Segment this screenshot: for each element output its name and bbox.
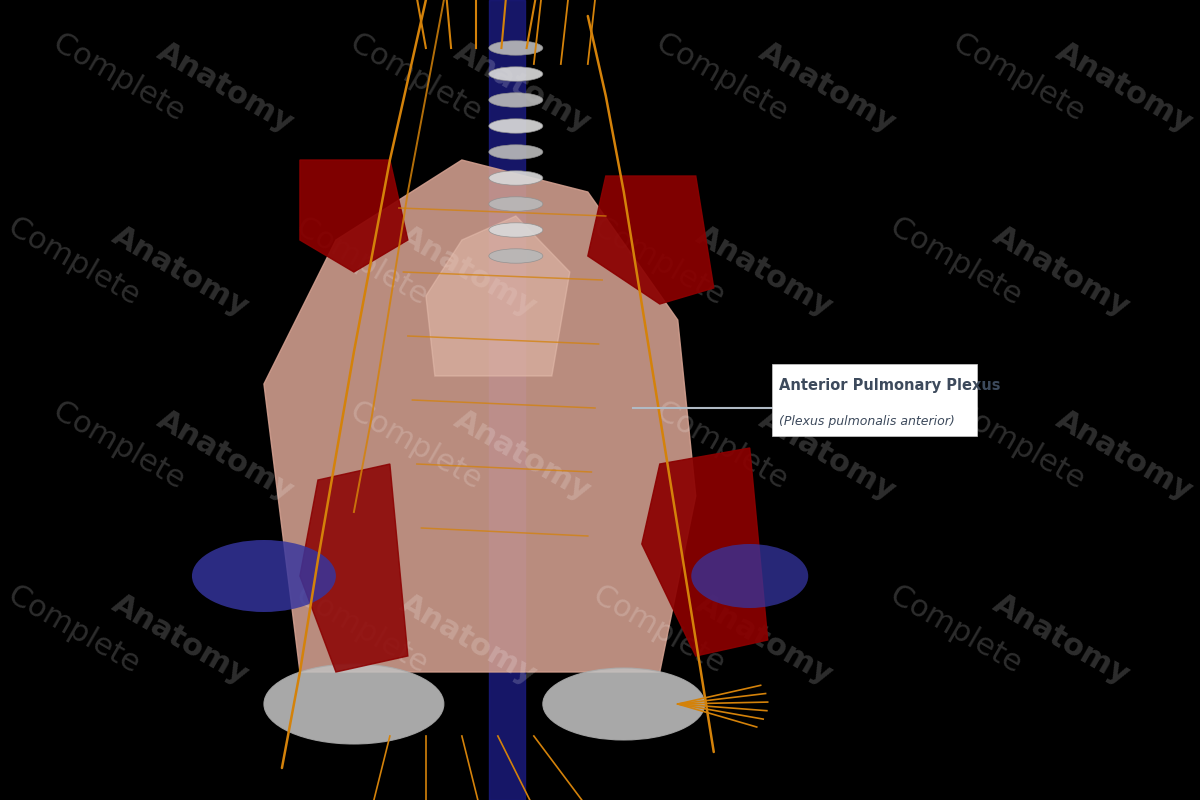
Polygon shape [642, 448, 768, 656]
Polygon shape [588, 176, 714, 304]
Text: Complete: Complete [4, 580, 154, 684]
Text: Anatomy: Anatomy [449, 38, 595, 138]
Polygon shape [426, 216, 570, 376]
Ellipse shape [542, 668, 704, 740]
Text: Anatomy: Anatomy [151, 38, 299, 138]
Text: Complete: Complete [588, 212, 738, 316]
Ellipse shape [488, 41, 542, 55]
Text: Anatomy: Anatomy [755, 406, 901, 506]
FancyBboxPatch shape [773, 364, 977, 436]
Ellipse shape [264, 664, 444, 744]
Ellipse shape [488, 223, 542, 238]
Ellipse shape [488, 66, 542, 82]
Text: Complete: Complete [650, 396, 800, 500]
Text: Anatomy: Anatomy [107, 590, 253, 690]
Text: Anatomy: Anatomy [1051, 38, 1198, 138]
Text: Anatomy: Anatomy [988, 222, 1135, 322]
Text: Anatomy: Anatomy [151, 406, 299, 506]
Text: Anatomy: Anatomy [1051, 406, 1198, 506]
Text: Complete: Complete [948, 396, 1098, 500]
Text: Anatomy: Anatomy [107, 222, 253, 322]
Text: Complete: Complete [884, 212, 1034, 316]
Text: Complete: Complete [4, 212, 154, 316]
Ellipse shape [488, 249, 542, 263]
Text: Anatomy: Anatomy [691, 222, 838, 322]
Text: Complete: Complete [344, 28, 496, 132]
Polygon shape [488, 0, 524, 800]
Ellipse shape [691, 544, 809, 608]
Text: Anatomy: Anatomy [449, 406, 595, 506]
Text: Complete: Complete [650, 28, 800, 132]
Ellipse shape [488, 170, 542, 186]
Text: Complete: Complete [884, 580, 1034, 684]
Ellipse shape [488, 145, 542, 159]
Text: Complete: Complete [948, 28, 1098, 132]
Text: Anatomy: Anatomy [755, 38, 901, 138]
Text: Anatomy: Anatomy [395, 222, 541, 322]
Text: Anterior Pulmonary Plexus: Anterior Pulmonary Plexus [779, 378, 1000, 394]
Text: Anatomy: Anatomy [988, 590, 1135, 690]
Ellipse shape [192, 540, 336, 612]
Text: Anatomy: Anatomy [691, 590, 838, 690]
Text: Complete: Complete [48, 396, 198, 500]
Text: (Plexus pulmonalis anterior): (Plexus pulmonalis anterior) [779, 415, 954, 428]
Text: Complete: Complete [48, 28, 198, 132]
Ellipse shape [488, 197, 542, 211]
Text: Complete: Complete [290, 212, 442, 316]
Ellipse shape [488, 119, 542, 134]
Text: Complete: Complete [588, 580, 738, 684]
Text: Complete: Complete [290, 580, 442, 684]
Ellipse shape [488, 93, 542, 107]
Text: Complete: Complete [344, 396, 496, 500]
Text: Anatomy: Anatomy [395, 590, 541, 690]
Polygon shape [300, 160, 408, 272]
Polygon shape [264, 160, 696, 672]
Polygon shape [300, 464, 408, 672]
